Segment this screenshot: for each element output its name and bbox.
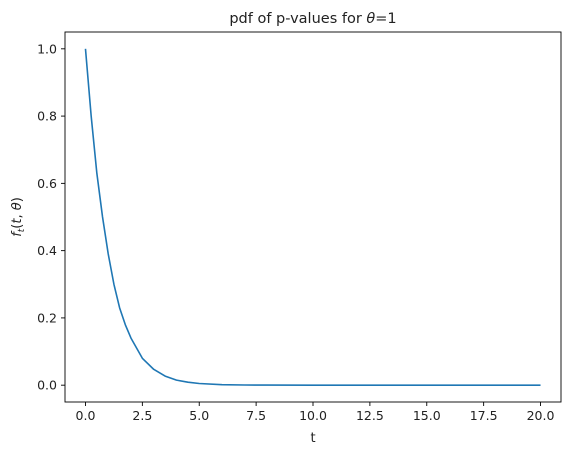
y-label-f: f	[10, 230, 25, 237]
chart-title-suffix: =1	[375, 11, 396, 27]
y-tick-label: 0.8	[37, 109, 57, 124]
chart-title-symbol: θ	[366, 11, 375, 27]
x-tick-label: 17.5	[470, 408, 498, 423]
x-tick-label: 12.5	[356, 408, 384, 423]
chart-title: pdf of p-values for θ=1	[229, 11, 396, 27]
y-axis-label: ft(t, θ)	[10, 197, 27, 237]
series-layer	[84, 48, 541, 386]
y-label-close-paren: )	[10, 197, 25, 202]
y-tick-label: 0.0	[37, 378, 57, 393]
y-tick-label: 1.0	[37, 41, 57, 56]
y-tick-label: 0.4	[37, 243, 57, 258]
chart-title-prefix: pdf of p-values for	[229, 11, 366, 27]
y-tick-label: 0.2	[37, 310, 57, 325]
x-tick-label: 7.5	[246, 408, 266, 423]
y-label-comma: ,	[10, 210, 25, 218]
x-tick-label: 10.0	[299, 408, 327, 423]
x-tick-label: 20.0	[527, 408, 555, 423]
x-tick-label: 15.0	[413, 408, 441, 423]
y-label-theta: θ	[10, 202, 25, 210]
y-label-t: t	[10, 218, 25, 224]
series-line	[84, 48, 541, 386]
y-tick-label: 0.6	[37, 176, 57, 191]
x-axis-label: t	[310, 431, 315, 446]
plot-frame	[64, 31, 562, 403]
x-tick-label: 2.5	[132, 408, 152, 423]
x-tick-label: 0.0	[76, 408, 96, 423]
y-label-subscript: t	[17, 228, 27, 232]
x-tick-label: 5.0	[189, 408, 209, 423]
y-label-open-paren: (	[10, 224, 25, 229]
axis-ticks: 0.0 2.5 5.0 7.5 10.0 12.5 15.0 17.5 20.0 0.0 0.2 0.…	[37, 41, 554, 423]
